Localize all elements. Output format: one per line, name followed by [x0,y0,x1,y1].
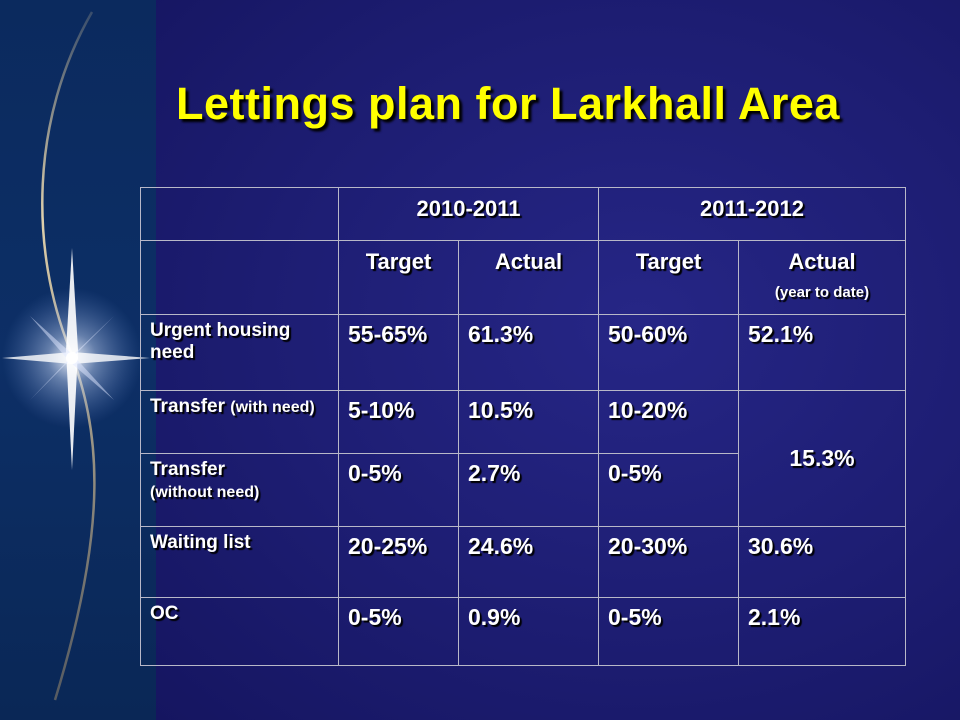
target-2011-value: 0-5% [598,453,739,527]
year-header-row: 2010-2011 2011-2012 [140,187,906,241]
target-header-2010: Target [338,240,459,315]
year-header-2011: 2011-2012 [598,187,906,241]
row-label-main: Transfer [150,396,225,417]
table-row: OC 0-5% 0.9% 0-5% 2.1% [140,597,906,666]
table-row: Waiting list 20-25% 24.6% 20-30% 30.6% [140,526,906,598]
actual-2010-value: 24.6% [458,526,599,598]
row-label-main: Transfer [150,459,225,480]
actual-header-label: Actual [788,249,856,274]
actual-header-2010: Actual [458,240,599,315]
table-row: Urgent housing need 55-65% 61.3% 50-60% … [140,314,906,391]
actual-2010-value: 10.5% [458,390,599,454]
target-2011-value: 50-60% [598,314,739,391]
row-label: Waiting list [140,526,339,598]
row-label-note: (without need) [150,484,260,501]
row-label: OC [140,597,339,666]
target-2010-value: 20-25% [338,526,459,598]
year-header-2010: 2010-2011 [338,187,599,241]
table-row: Transfer (with need) 5-10% 10.5% 10-20% … [140,390,906,527]
actual-2010-value: 2.7% [458,453,599,527]
row-label-note: (with need) [230,399,315,416]
subheader-row: Target Actual Target Actual (year to dat… [140,240,906,315]
target-2010-value: 0-5% [338,597,459,666]
target-2011-value: 20-30% [598,526,739,598]
target-2010-value: 5-10% [338,390,459,454]
actual-header-2011: Actual (year to date) [738,240,906,315]
target-2011-value: 10-20% [598,390,739,454]
transfer-actual-2011-merged: 15.3% [738,390,906,527]
row-label: Transfer (with need) [140,390,339,454]
slide-title: Lettings plan for Larkhall Area [176,78,840,129]
actual-2011-value: 52.1% [738,314,906,391]
target-2011-value: 0-5% [598,597,739,666]
target-header-2011: Target [598,240,739,315]
target-2010-value: 0-5% [338,453,459,527]
star-swoosh-decoration [2,11,150,701]
year-to-date-note: (year to date) [774,284,870,301]
target-2010-value: 55-65% [338,314,459,391]
subheader-blank-cell [140,240,339,315]
actual-2010-value: 0.9% [458,597,599,666]
corner-cell [140,187,339,241]
actual-2011-value: 2.1% [738,597,906,666]
actual-2010-value: 61.3% [458,314,599,391]
row-label: Urgent housing need [140,314,339,391]
row-label: Transfer (without need) [140,453,339,527]
lettings-table: 2010-2011 2011-2012 Target Actual Target… [140,187,906,666]
actual-2011-value: 30.6% [738,526,906,598]
